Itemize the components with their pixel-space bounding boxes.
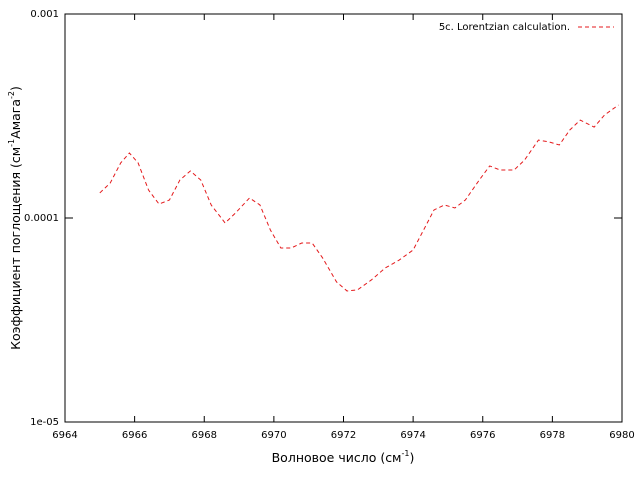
x-axis-label: Волновое число (см-1) [272, 449, 415, 465]
x-tick-label: 6968 [192, 430, 217, 441]
plot-border [64, 13, 623, 423]
y-label-sup: -2 [7, 91, 16, 99]
y-label-part: Коэффициент поглощения (см [8, 147, 23, 350]
y-axis-label: Коэффициент поглощения (см-1Амага-2) [7, 86, 23, 350]
x-label-part: ) [409, 450, 414, 465]
x-tick-label: 6966 [122, 430, 147, 441]
y-label-part: ) [8, 86, 23, 91]
x-tick-label: 6976 [470, 430, 495, 441]
x-label-part: Волновое число (см [272, 450, 402, 465]
legend-label: 5c. Lorentzian calculation. [439, 22, 570, 33]
x-tick-label: 6974 [400, 430, 425, 441]
x-tick-label: 6964 [52, 430, 77, 441]
x-tick-label: 6978 [540, 430, 565, 441]
y-label-part: Амага [8, 99, 23, 139]
y-label-sup: -1 [7, 139, 16, 147]
y-tick-label: 1e-05 [30, 417, 59, 428]
x-label-sup: -1 [402, 449, 410, 458]
y-tick-label: 0.001 [30, 9, 59, 20]
data-line [99, 104, 619, 292]
x-tick-label: 6980 [609, 430, 634, 441]
x-tick-label: 6972 [331, 430, 356, 441]
x-tick-label: 6970 [261, 430, 286, 441]
y-tick-label: 0.0001 [24, 213, 59, 224]
